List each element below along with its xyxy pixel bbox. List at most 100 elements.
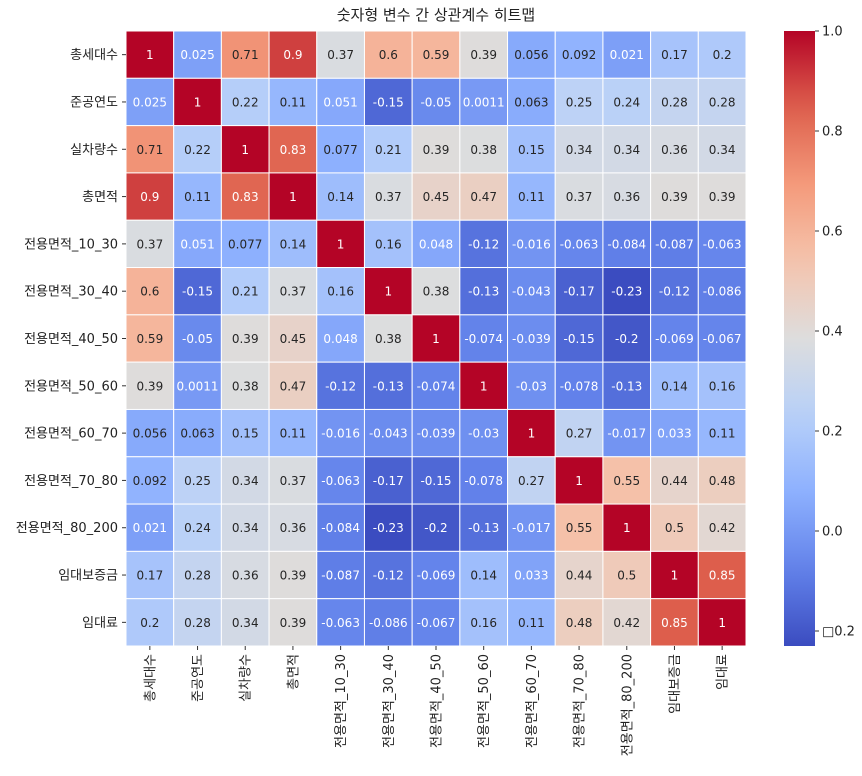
cell-value-label: 0.36 [661, 143, 688, 157]
cell-value-label: 0.28 [184, 569, 211, 583]
heatmap-cell [125, 408, 175, 458]
cell-value-label: -0.078 [560, 379, 599, 393]
cell-value-label: 0.11 [184, 190, 211, 204]
heatmap-cell [220, 219, 270, 269]
cell-value-label: 0.077 [323, 143, 357, 157]
heatmap-cell [554, 456, 604, 505]
cell-value-label: 0.48 [709, 474, 736, 488]
heatmap-cell [697, 77, 747, 127]
heatmap-cell [173, 125, 222, 174]
heatmap-cell [220, 77, 270, 127]
cell-value-label: -0.23 [611, 285, 642, 299]
heatmap-cell [316, 77, 365, 127]
heatmap-cell [125, 125, 175, 174]
heatmap-cell [316, 598, 365, 647]
cell-value-label: 0.37 [566, 190, 593, 204]
heatmap-cell [507, 219, 556, 269]
cell-value-label: 0.36 [232, 569, 259, 583]
heatmap-cell [507, 77, 556, 127]
cell-value-label: 0.14 [280, 237, 307, 251]
colorbar-tick-label: □0.2 [822, 625, 855, 640]
heatmap-cell [697, 550, 747, 600]
cell-value-label: 0.39 [280, 569, 307, 583]
cell-value-label: 0.14 [327, 190, 354, 204]
cell-value-label: -0.03 [516, 379, 547, 393]
heatmap-cell [459, 361, 509, 410]
cell-value-label: 0.28 [709, 95, 736, 109]
y-tick-label: 전용면적_10_30 [24, 237, 118, 252]
cell-value-label: 0.44 [661, 474, 688, 488]
cell-value-label: 1 [337, 237, 345, 251]
heatmap-cell [363, 361, 413, 410]
heatmap-cell [459, 503, 509, 552]
x-tick-label: 임대보증금 [668, 654, 683, 714]
x-tick-label: 전용면적_70_80 [573, 654, 588, 748]
heatmap-cell [268, 77, 318, 127]
cell-value-label: 0.34 [232, 616, 259, 630]
heatmap-cell [459, 172, 509, 221]
heatmap-cell [459, 550, 509, 600]
heatmap-cell [411, 456, 461, 505]
x-tick-label: 전용면적_60_70 [525, 654, 540, 748]
cell-value-label: 1 [241, 143, 249, 157]
heatmap-cell [650, 503, 699, 552]
cell-value-label: -0.12 [325, 379, 356, 393]
cell-value-label: 0.2 [140, 616, 159, 630]
cell-value-label: 0.021 [610, 48, 644, 62]
x-tick-label: 총세대수 [143, 654, 158, 702]
cell-value-label: -0.15 [373, 95, 404, 109]
cell-value-label: 0.71 [136, 143, 163, 157]
cell-value-label: -0.15 [182, 285, 213, 299]
heatmap-cell [268, 172, 318, 221]
heatmap-cell [316, 550, 365, 600]
heatmap-cell [268, 550, 318, 600]
cell-value-label: -0.23 [373, 521, 404, 535]
cell-value-label: 0.34 [566, 143, 593, 157]
heatmap-cell [650, 361, 699, 410]
heatmap-cell [173, 550, 222, 600]
cell-value-label: 0.16 [327, 285, 354, 299]
heatmap-cell [554, 125, 604, 174]
cell-value-label: 0.39 [470, 48, 497, 62]
cell-value-label: 0.092 [133, 474, 167, 488]
heatmap-cell [125, 314, 175, 363]
y-tick-label: 준공연도 [70, 95, 118, 110]
heatmap-cell [125, 503, 175, 552]
heatmap-cell [363, 456, 413, 505]
cell-value-label: -0.074 [464, 332, 503, 346]
y-tick-label: 전용면적_40_50 [24, 332, 118, 347]
heatmap-cell [411, 314, 461, 363]
cell-value-label: 0.27 [518, 474, 545, 488]
heatmap-cell [268, 361, 318, 410]
heatmap-cell [173, 503, 222, 552]
heatmap-cell [650, 172, 699, 221]
heatmap-cell [650, 598, 699, 647]
x-tick-label: 실차량수 [239, 654, 254, 702]
cell-value-label: 0.056 [514, 48, 548, 62]
heatmap-cell [268, 314, 318, 363]
y-tick-label: 전용면적_70_80 [24, 474, 118, 489]
cell-value-label: 0.5 [665, 521, 684, 535]
heatmap-cell [507, 456, 556, 505]
cell-value-label: -0.05 [420, 95, 451, 109]
heatmap-cell [220, 30, 270, 79]
y-tick-label: 총면적 [82, 190, 118, 205]
heatmap-cell [220, 267, 270, 316]
cell-value-label: 1 [194, 95, 202, 109]
heatmap-cell [363, 77, 413, 127]
cell-value-label: 0.34 [709, 143, 736, 157]
heatmap-cell [602, 456, 652, 505]
cell-value-label: 1 [289, 190, 297, 204]
cell-value-label: 0.45 [280, 332, 307, 346]
colorbar-tick-label: 0.6 [822, 225, 843, 240]
cell-value-label: -0.017 [607, 427, 646, 441]
heatmap-cell [459, 408, 509, 458]
heatmap-cell [411, 77, 461, 127]
cell-value-label: -0.017 [512, 521, 551, 535]
x-tick-label: 전용면적_30_40 [382, 654, 397, 748]
heatmap-cell [697, 598, 747, 647]
x-tick-label: 임대료 [716, 654, 731, 690]
cell-value-label: -0.063 [321, 474, 360, 488]
cell-value-label: 0.025 [180, 48, 214, 62]
heatmap-cell [220, 172, 270, 221]
